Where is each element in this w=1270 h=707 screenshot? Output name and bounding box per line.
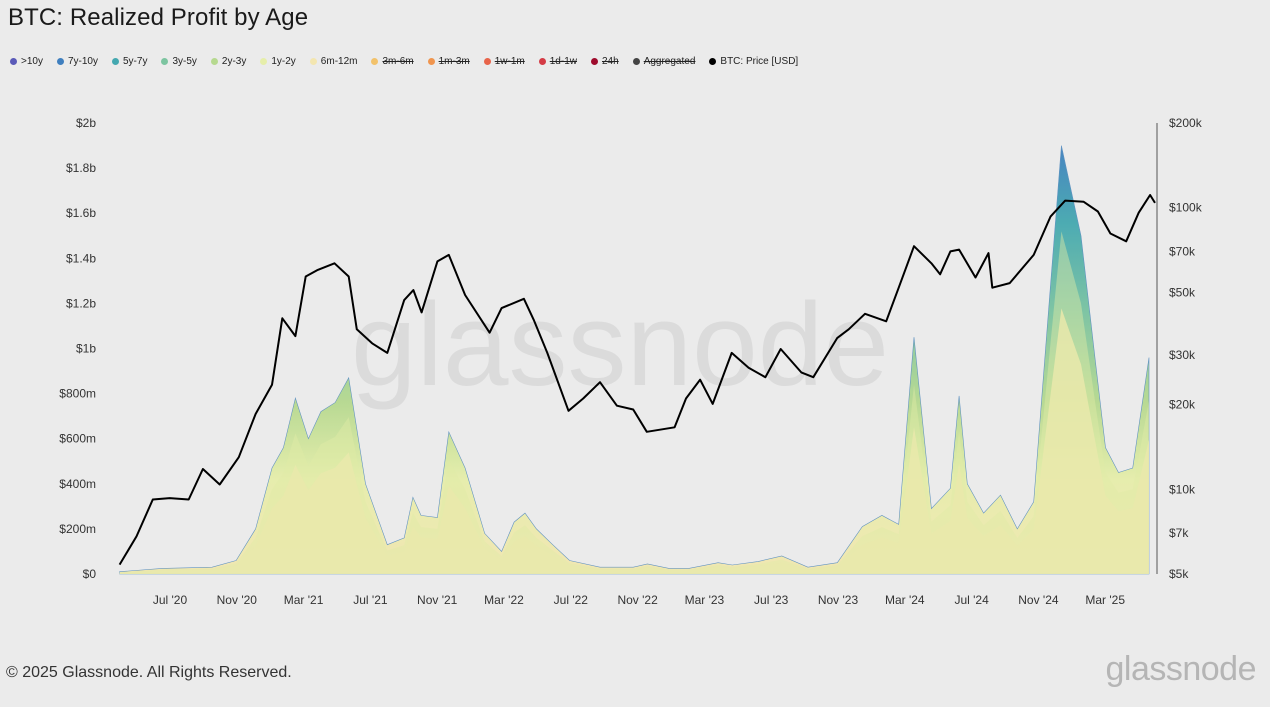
copyright-footer: © 2025 Glassnode. All Rights Reserved. xyxy=(6,664,292,681)
legend-label: 6m-12m xyxy=(320,56,358,67)
y-right-tick-label: $70k xyxy=(1169,244,1196,258)
legend-label: >10y xyxy=(21,56,43,67)
y-right-tick-label: $10k xyxy=(1169,482,1196,496)
legend-dot-icon xyxy=(309,58,317,65)
y-right-tick-label: $5k xyxy=(1169,567,1189,581)
y-right-tick-label: $200k xyxy=(1169,116,1203,130)
x-tick-label: Jul '24 xyxy=(954,593,989,607)
x-tick-label: Mar '24 xyxy=(885,593,925,607)
legend-dot-icon xyxy=(10,58,17,65)
legend-item[interactable]: 3y-5y xyxy=(161,56,197,67)
y-right-tick-label: $30k xyxy=(1169,348,1196,362)
legend-item[interactable]: >10y xyxy=(10,56,43,67)
legend-label: 1y-2y xyxy=(271,56,296,67)
mid-cohort-band xyxy=(119,231,1150,574)
y-left-tick-label: $1.4b xyxy=(66,251,96,265)
legend-dot-icon xyxy=(56,58,64,65)
legend-label: 1w-1m xyxy=(494,56,525,67)
x-tick-label: Jul '20 xyxy=(153,593,188,607)
legend-item[interactable]: 2y-3y xyxy=(210,56,247,67)
y-left-tick-label: $1b xyxy=(76,342,96,356)
legend-item[interactable]: 24h xyxy=(591,56,619,67)
right-axis: $5k $7k $10k $20k $30k $50k $70k $100k $200k xyxy=(1156,116,1203,581)
legend-dot-icon xyxy=(111,58,119,65)
y-left-tick-label: $0 xyxy=(83,567,97,581)
legend-dot-icon xyxy=(210,58,218,65)
legend-dot-icon xyxy=(632,58,640,65)
legend-label: 2y-3y xyxy=(221,56,247,67)
legend-item[interactable]: 7y-10y xyxy=(56,56,98,67)
legend-item[interactable]: Aggregated xyxy=(632,56,696,67)
x-tick-label: Jul '23 xyxy=(754,593,789,607)
x-tick-label: Mar '22 xyxy=(484,593,524,607)
x-tick-label: Nov '20 xyxy=(217,593,258,607)
x-tick-label: Nov '24 xyxy=(1018,593,1059,607)
legend-label: 5y-7y xyxy=(122,56,148,67)
y-left-tick-label: $800m xyxy=(59,387,96,401)
brand-logo-text: glassnode xyxy=(1105,650,1256,688)
x-tick-label: Jul '21 xyxy=(353,593,388,607)
legend-item[interactable]: 1y-2y xyxy=(260,56,296,67)
legend-dot-icon xyxy=(709,58,717,65)
y-right-tick-label: $100k xyxy=(1169,201,1203,215)
x-tick-label: Nov '21 xyxy=(417,593,458,607)
legend-item[interactable]: 1m-3m xyxy=(427,56,470,67)
legend: >10y 7y-10y 5y-7y 3y-5y 2y-3y 1y-2y 6m-12m 3m-6… xyxy=(10,56,798,67)
y-right-tick-label: $50k xyxy=(1169,285,1196,299)
legend-label: 24h xyxy=(602,56,619,67)
legend-item[interactable]: 1d-1w xyxy=(538,56,577,67)
y-right-tick-label: $7k xyxy=(1169,526,1189,540)
legend-dot-icon xyxy=(483,58,491,65)
x-tick-label: Mar '25 xyxy=(1085,593,1125,607)
y-left-tick-label: $600m xyxy=(59,432,96,446)
x-tick-label: Nov '23 xyxy=(818,593,859,607)
legend-dot-icon xyxy=(161,58,169,65)
legend-item[interactable]: 6m-12m xyxy=(309,56,358,67)
legend-label: 3m-6m xyxy=(382,56,414,67)
legend-label: BTC: Price [USD] xyxy=(720,56,799,67)
price-line-layer xyxy=(118,194,1156,566)
legend-item[interactable]: 1w-1m xyxy=(483,56,525,67)
left-axis: $0 $200m $400m $600m $800m $1b $1.2b $1.4b $1.6b… xyxy=(59,116,96,581)
legend-label: 1m-3m xyxy=(438,56,470,67)
chart-title: BTC: Realized Profit by Age xyxy=(8,4,309,31)
legend-dot-icon xyxy=(260,58,268,65)
legend-dot-icon xyxy=(427,58,435,65)
y-right-tick-label: $20k xyxy=(1169,398,1196,412)
young-cohort-band xyxy=(119,308,1150,574)
legend-item[interactable]: 3m-6m xyxy=(371,56,414,67)
x-axis: Jul '20 Nov '20 Mar '21 Jul '21 Nov '21 Mar '… xyxy=(153,593,1126,607)
btc-price-line xyxy=(118,194,1156,566)
x-tick-label: Jul '22 xyxy=(554,593,589,607)
legend-dot-icon xyxy=(371,58,379,65)
legend-dot-icon xyxy=(538,58,546,65)
legend-label: 1d-1w xyxy=(549,56,577,67)
x-tick-label: Mar '23 xyxy=(685,593,725,607)
legend-label: Aggregated xyxy=(643,56,696,67)
y-left-tick-label: $1.8b xyxy=(66,161,96,175)
profit-area-layer xyxy=(119,145,1150,575)
legend-item[interactable]: BTC: Price [USD] xyxy=(709,56,798,67)
y-left-tick-label: $1.2b xyxy=(66,296,96,310)
watermark: glassnode xyxy=(351,279,889,411)
y-left-tick-label: $1.6b xyxy=(66,206,96,220)
y-left-tick-label: $200m xyxy=(59,522,96,536)
legend-label: 7y-10y xyxy=(67,56,98,67)
x-tick-label: Nov '22 xyxy=(617,593,658,607)
x-tick-label: Mar '21 xyxy=(284,593,324,607)
y-left-tick-label: $2b xyxy=(76,116,96,130)
legend-label: 3y-5y xyxy=(172,56,197,67)
legend-item[interactable]: 5y-7y xyxy=(111,56,148,67)
legend-dot-icon xyxy=(591,58,598,65)
y-left-tick-label: $400m xyxy=(59,477,96,491)
